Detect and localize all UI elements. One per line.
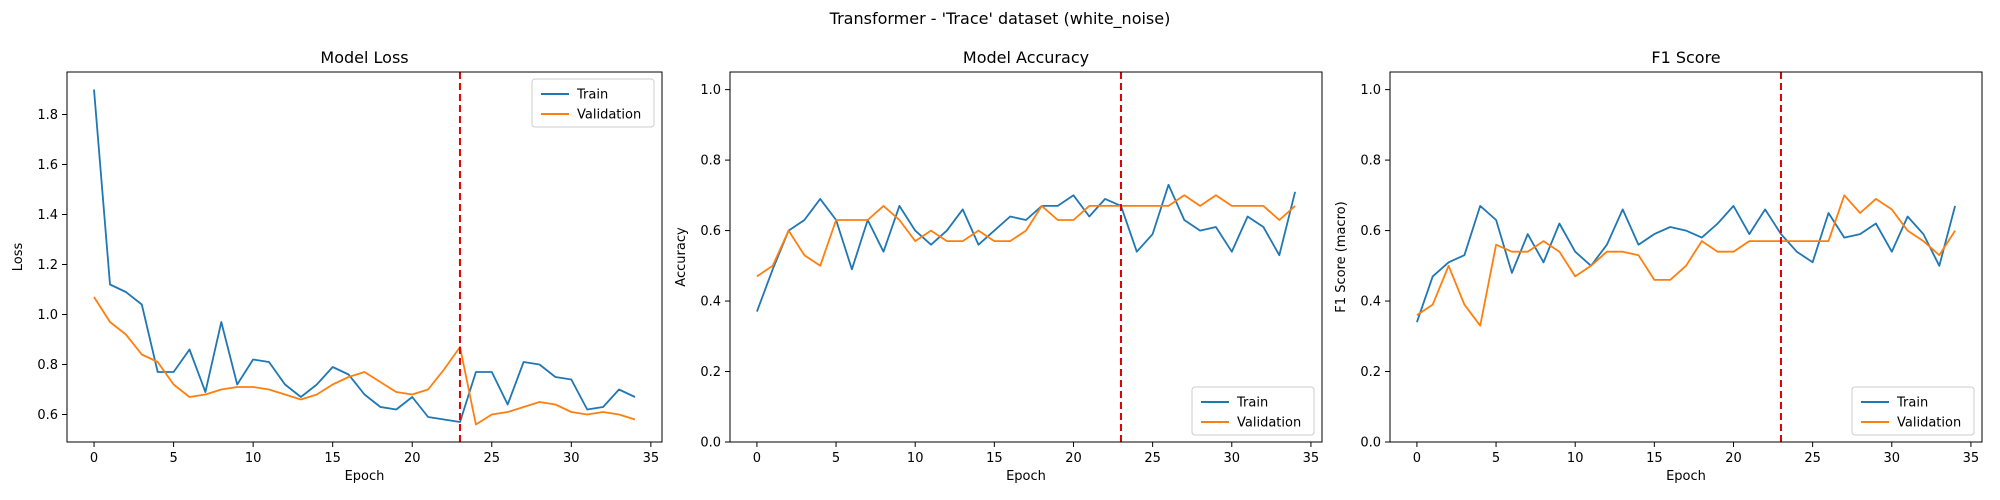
x-tick-label: 25	[1804, 451, 1821, 466]
x-tick-label: 20	[1725, 451, 1742, 466]
x-tick-label: 30	[1224, 451, 1241, 466]
axes-frame	[729, 71, 1323, 443]
y-axis-label: Loss	[11, 243, 26, 272]
series-line-validation	[93, 296, 636, 426]
x-tick-label: 30	[563, 451, 580, 466]
x-tick-label: 15	[1646, 451, 1663, 466]
figure-title: Transformer - 'Trace' dataset (white_noi…	[829, 9, 1171, 29]
x-axis-label: Epoch	[1006, 469, 1046, 484]
chart-1: Model Loss 0 5 10 15 20 25 30 35 0.6 0.8 1.0 1.2 1.4 1…	[11, 48, 663, 484]
chart-title: Model Loss	[320, 48, 408, 67]
x-tick-label: 0	[1413, 451, 1421, 466]
y-tick-label: 0.6	[1360, 224, 1381, 239]
x-tick-label: 25	[483, 451, 500, 466]
legend-label-validation: Validation	[577, 108, 641, 123]
y-tick-label: 1.6	[37, 158, 58, 173]
legend: Train Validation	[1851, 386, 1975, 436]
y-tick-label: 0.2	[700, 365, 721, 380]
chart-2: Model Accuracy 0 5 10 15 20 25 30 35 0.0 0.2 0.4 0.6…	[674, 48, 1323, 484]
series-line-train	[1416, 204, 1956, 323]
x-axis-label: Epoch	[1666, 469, 1706, 484]
x-tick-label: 10	[245, 451, 262, 466]
y-tick-label: 0.6	[700, 224, 721, 239]
y-tick-label: 0.0	[1360, 436, 1381, 451]
y-tick-label: 0.8	[700, 154, 721, 169]
y-tick-label: 1.2	[37, 258, 58, 273]
y-tick-label: 0.4	[700, 295, 721, 310]
chart-title: F1 Score	[1651, 48, 1720, 67]
x-axis-label: Epoch	[345, 469, 385, 484]
legend-label-train: Train	[1236, 396, 1268, 411]
x-tick-label: 20	[1065, 451, 1082, 466]
x-tick-label: 35	[643, 451, 660, 466]
legend: Train Validation	[1191, 386, 1315, 436]
y-tick-label: 0.8	[37, 358, 58, 373]
y-tick-label: 1.4	[37, 208, 58, 223]
axes-frame	[66, 71, 663, 443]
charts-group: Model Loss 0 5 10 15 20 25 30 35 0.6 0.8 1.0 1.2 1.4 1…	[11, 48, 1983, 484]
x-tick-label: 10	[1567, 451, 1584, 466]
y-tick-label: 1.0	[1360, 83, 1381, 98]
x-tick-label: 5	[169, 451, 177, 466]
series-line-validation	[1416, 194, 1956, 327]
y-tick-label: 0.0	[700, 436, 721, 451]
x-tick-label: 5	[1492, 451, 1500, 466]
legend-label-validation: Validation	[1237, 416, 1301, 431]
x-tick-label: 25	[1144, 451, 1161, 466]
x-tick-label: 20	[404, 451, 421, 466]
axes-frame	[1389, 71, 1983, 443]
series-line-train	[756, 183, 1296, 312]
x-tick-label: 30	[1884, 451, 1901, 466]
series-line-validation	[756, 194, 1296, 278]
x-tick-label: 0	[90, 451, 98, 466]
x-tick-label: 10	[907, 451, 924, 466]
x-tick-label: 15	[324, 451, 341, 466]
y-tick-label: 0.2	[1360, 365, 1381, 380]
y-tick-label: 0.8	[1360, 154, 1381, 169]
x-tick-label: 15	[986, 451, 1003, 466]
x-tick-label: 5	[832, 451, 840, 466]
x-tick-label: 35	[1963, 451, 1980, 466]
chart-title: Model Accuracy	[963, 48, 1089, 67]
legend-label-train: Train	[576, 88, 608, 103]
y-tick-label: 1.0	[37, 308, 58, 323]
x-tick-label: 0	[753, 451, 761, 466]
y-tick-label: 1.8	[37, 108, 58, 123]
y-axis-label: F1 Score (macro)	[1334, 201, 1349, 312]
y-tick-label: 0.4	[1360, 295, 1381, 310]
x-tick-label: 35	[1303, 451, 1320, 466]
chart-3: F1 Score 0 5 10 15 20 25 30 35 0.0 0.2 0.4 0.6 0.8 1.0…	[1334, 48, 1983, 484]
y-tick-label: 1.0	[700, 83, 721, 98]
y-tick-label: 0.6	[37, 408, 58, 423]
legend-label-validation: Validation	[1897, 416, 1961, 431]
legend: Train Validation	[531, 78, 655, 128]
series-line-train	[93, 89, 636, 423]
legend-label-train: Train	[1896, 396, 1928, 411]
y-axis-label: Accuracy	[674, 227, 689, 287]
